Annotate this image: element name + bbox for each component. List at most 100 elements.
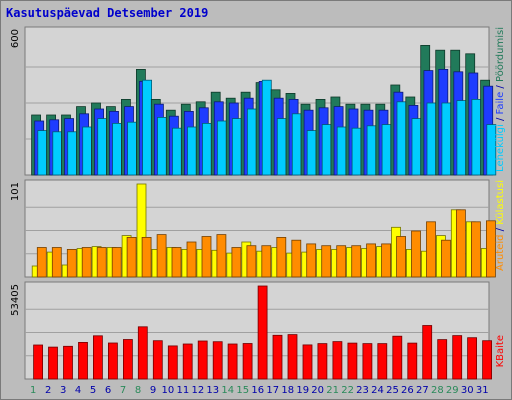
x-axis-day-labels: 1 2 3 4 5 6 7 8 9 10 11 12 13 14 15 16 17 18 19 20 21 22 23 24 2… xyxy=(30,385,489,396)
bar-bytes-kbaite-day-6 xyxy=(108,342,118,380)
bar-requests-lehekülgi-day-19 xyxy=(306,130,317,176)
bar-requests-lehekülgi-day-8 xyxy=(142,79,153,176)
bar-requests-lehekülgi-day-29 xyxy=(456,100,467,176)
x-day-label-5: 5 xyxy=(90,385,96,396)
bar-bytes-kbaite-day-5 xyxy=(93,335,103,380)
bar-visits-aruteid-day-16 xyxy=(261,245,272,278)
bar-visits-aruteid-day-27 xyxy=(426,221,436,278)
chart-panels: 600 101 53405 Lehekülgi / Faile / Pöördumis… xyxy=(10,26,506,380)
x-day-label-1: 1 xyxy=(30,385,36,396)
bar-requests-lehekülgi-day-23 xyxy=(366,125,377,176)
bar-visits-aruteid-day-3 xyxy=(66,248,77,278)
bar-bytes-kbaite-day-2 xyxy=(48,346,58,380)
bar-visits-aruteid-day-21 xyxy=(336,245,347,278)
x-day-label-16: 16 xyxy=(251,385,264,396)
bar-visits-aruteid-day-14 xyxy=(231,247,242,278)
bar-bytes-kbaite-day-17 xyxy=(272,334,283,380)
bar-requests-lehekülgi-day-7 xyxy=(127,121,137,176)
x-day-label-30: 30 xyxy=(461,385,474,396)
x-day-label-4: 4 xyxy=(75,385,81,396)
x-day-label-13: 13 xyxy=(206,385,219,396)
bar-requests-lehekülgi-day-17 xyxy=(276,118,287,176)
x-day-label-12: 12 xyxy=(192,385,205,396)
bar-bytes-kbaite-day-18 xyxy=(287,334,298,380)
bar-visits-aruteid-day-4 xyxy=(81,247,92,278)
bar-requests-lehekülgi-day-20 xyxy=(321,124,332,176)
bar-requests-lehekülgi-day-1 xyxy=(37,130,48,176)
bar-bytes-kbaite-day-27 xyxy=(422,325,433,380)
bar-requests-lehekülgi-day-15 xyxy=(246,108,257,176)
bar-bytes-kbaite-day-29 xyxy=(452,335,463,380)
bar-requests-lehekülgi-day-26 xyxy=(411,118,422,176)
panel-bytes-ymax-label: 53405 xyxy=(10,284,21,316)
legend-poordumisi: Pöördumisi xyxy=(495,27,506,82)
bar-requests-lehekülgi-day-31 xyxy=(486,124,497,176)
bar-visits-aruteid-day-7 xyxy=(126,236,137,278)
bar-bytes-kbaite-day-9 xyxy=(152,340,163,380)
x-day-label-6: 6 xyxy=(105,385,111,396)
bar-visits-aruteid-day-31 xyxy=(485,220,496,278)
x-day-label-22: 22 xyxy=(341,385,354,396)
legend-sep-1: / xyxy=(495,114,506,124)
bar-requests-lehekülgi-day-13 xyxy=(216,120,227,176)
x-day-label-10: 10 xyxy=(162,385,175,396)
bar-bytes-kbaite-day-23 xyxy=(362,343,373,380)
bar-visits-aruteid-day-28 xyxy=(441,239,451,278)
panel-requests: 600 xyxy=(10,26,497,176)
bar-bytes-kbaite-day-28 xyxy=(437,339,448,380)
bar-bytes-kbaite-day-12 xyxy=(197,340,208,380)
x-day-label-25: 25 xyxy=(386,385,399,396)
x-day-label-14: 14 xyxy=(221,385,234,396)
bar-visits-aruteid-day-19 xyxy=(306,243,317,278)
x-day-label-19: 19 xyxy=(296,385,309,396)
bar-bytes-kbaite-day-3 xyxy=(63,345,73,380)
legend-aruteid: Aruteid xyxy=(495,235,506,272)
x-day-label-29: 29 xyxy=(446,385,459,396)
bar-requests-lehekülgi-day-22 xyxy=(351,127,362,176)
bar-bytes-kbaite-day-14 xyxy=(227,343,238,380)
panel-visits-ymax-label: 101 xyxy=(10,182,21,201)
bar-bytes-kbaite-day-25 xyxy=(392,335,403,380)
x-day-label-7: 7 xyxy=(120,385,126,396)
bar-visits-aruteid-day-17 xyxy=(276,236,287,278)
x-day-label-18: 18 xyxy=(281,385,294,396)
bar-visits-aruteid-day-1 xyxy=(36,247,47,278)
bar-bytes-kbaite-day-15 xyxy=(242,343,253,380)
panel-requests-ymax-label: 600 xyxy=(10,29,21,48)
legend-sep-2: / xyxy=(495,82,506,92)
legend-kulastusi: Külastusi xyxy=(495,180,506,225)
bar-visits-aruteid-day-26 xyxy=(411,230,421,278)
x-day-label-17: 17 xyxy=(266,385,279,396)
bar-requests-lehekülgi-day-12 xyxy=(202,123,212,176)
x-day-label-9: 9 xyxy=(150,385,156,396)
bar-requests-lehekülgi-day-28 xyxy=(441,102,452,176)
bar-bytes-kbaite-day-13 xyxy=(212,341,223,380)
bar-visits-aruteid-day-23 xyxy=(366,243,377,278)
x-day-label-26: 26 xyxy=(401,385,414,396)
bar-visits-aruteid-day-5 xyxy=(96,247,107,278)
bar-bytes-kbaite-day-7 xyxy=(123,339,133,380)
bar-requests-lehekülgi-day-5 xyxy=(97,118,108,176)
legend-faile: Faile xyxy=(495,92,506,115)
x-day-label-27: 27 xyxy=(416,385,429,396)
bar-visits-külastusi-day-8 xyxy=(136,183,147,278)
legend-requests: Lehekülgi / Faile / Pöördumisi xyxy=(495,27,506,172)
bar-requests-lehekülgi-day-4 xyxy=(82,126,93,176)
bar-requests-lehekülgi-day-10 xyxy=(172,127,182,176)
panel-visits: 101 xyxy=(10,179,496,278)
x-day-label-8: 8 xyxy=(135,385,141,396)
legend-visits: Aruteid / Külastusi xyxy=(495,180,506,271)
chart-title: Kasutuspäevad Detsember 2019 xyxy=(6,6,208,20)
x-day-label-15: 15 xyxy=(236,385,249,396)
bar-bytes-kbaite-day-10 xyxy=(167,345,178,380)
x-day-label-21: 21 xyxy=(326,385,339,396)
bar-visits-aruteid-day-30 xyxy=(470,221,481,278)
x-day-label-23: 23 xyxy=(356,385,369,396)
bar-bytes-kbaite-day-11 xyxy=(182,343,193,380)
bar-bytes-kbaite-day-31 xyxy=(482,340,493,380)
bar-visits-aruteid-day-11 xyxy=(186,241,197,278)
bar-visits-aruteid-day-18 xyxy=(291,239,302,278)
bar-requests-lehekülgi-day-11 xyxy=(187,126,197,176)
bar-visits-aruteid-day-15 xyxy=(246,245,257,278)
